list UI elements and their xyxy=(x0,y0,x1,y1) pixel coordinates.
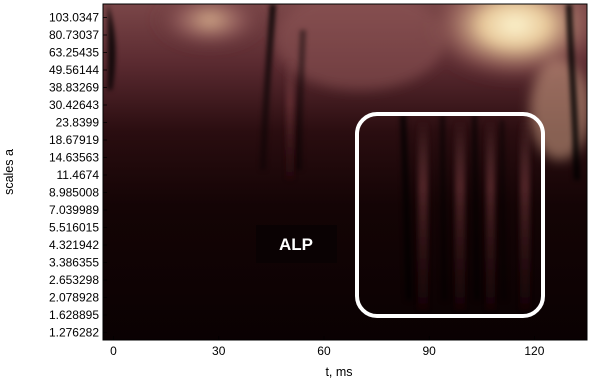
dark-streak xyxy=(566,4,580,180)
light-streak xyxy=(486,120,495,310)
highlight-box xyxy=(355,112,545,318)
alp-annotation: ALP xyxy=(256,225,337,263)
y-tick-label: 7.039989 xyxy=(49,203,99,217)
y-tick-label: 63.25435 xyxy=(49,46,99,60)
y-tick-label: 8.985008 xyxy=(49,186,99,200)
y-tick-label: 2.078928 xyxy=(49,291,99,305)
dark-streak xyxy=(500,120,506,300)
y-tick-label: 14.63563 xyxy=(49,151,99,165)
x-axis-title: t, ms xyxy=(325,365,352,379)
x-tick-label: 30 xyxy=(212,344,226,358)
dark-streak xyxy=(440,115,447,300)
y-tick-label: 1.628895 xyxy=(49,308,99,322)
y-tick-label: 18.67919 xyxy=(49,133,99,147)
y-tick-label: 103.0347 xyxy=(49,11,99,25)
high-energy-region-mid xyxy=(275,4,445,90)
heatmap-area xyxy=(103,4,587,340)
alp-label: ALP xyxy=(279,235,313,254)
y-tick-label: 1.276282 xyxy=(49,326,99,340)
dark-streaks xyxy=(108,4,580,300)
light-streak xyxy=(455,120,465,310)
alp-label-background xyxy=(256,225,337,263)
y-tick-label: 23.8399 xyxy=(56,116,100,130)
y-axis-title: scales a xyxy=(2,149,16,195)
plot-frame xyxy=(102,3,588,341)
y-axis-ticks: 103.0347 80.73037 63.25435 49.56144 38.83269… xyxy=(49,11,107,340)
y-tick-label: 3.386355 xyxy=(49,256,99,270)
y-tick-label: 11.4674 xyxy=(57,168,100,182)
y-tick-label: 5.516015 xyxy=(49,221,99,235)
y-tick-label: 4.321942 xyxy=(49,238,99,252)
light-streak xyxy=(418,120,428,310)
y-tick-label: 38.83269 xyxy=(49,81,99,95)
dark-streak xyxy=(108,4,116,90)
dark-streak xyxy=(472,115,480,300)
light-streak xyxy=(520,120,530,310)
light-streaks xyxy=(286,60,530,310)
high-energy-region-right xyxy=(420,4,587,85)
dark-streak xyxy=(260,4,276,170)
dark-streak xyxy=(296,30,306,170)
dark-streak xyxy=(400,115,412,300)
y-tick-label: 80.73037 xyxy=(49,28,99,42)
high-energy-region-lower-right xyxy=(530,60,587,160)
light-streak xyxy=(286,60,294,180)
x-tick-label: 120 xyxy=(524,344,544,358)
x-axis-ticks: 0 30 60 90 120 xyxy=(110,336,545,358)
y-tick-label: 2.653298 xyxy=(49,273,99,287)
x-tick-label: 90 xyxy=(422,344,436,358)
x-tick-label: 0 xyxy=(110,344,117,358)
x-tick-label: 60 xyxy=(317,344,331,358)
high-energy-region-left xyxy=(150,4,270,52)
y-tick-label: 49.56144 xyxy=(49,63,99,77)
y-tick-label: 30.42643 xyxy=(49,98,99,112)
